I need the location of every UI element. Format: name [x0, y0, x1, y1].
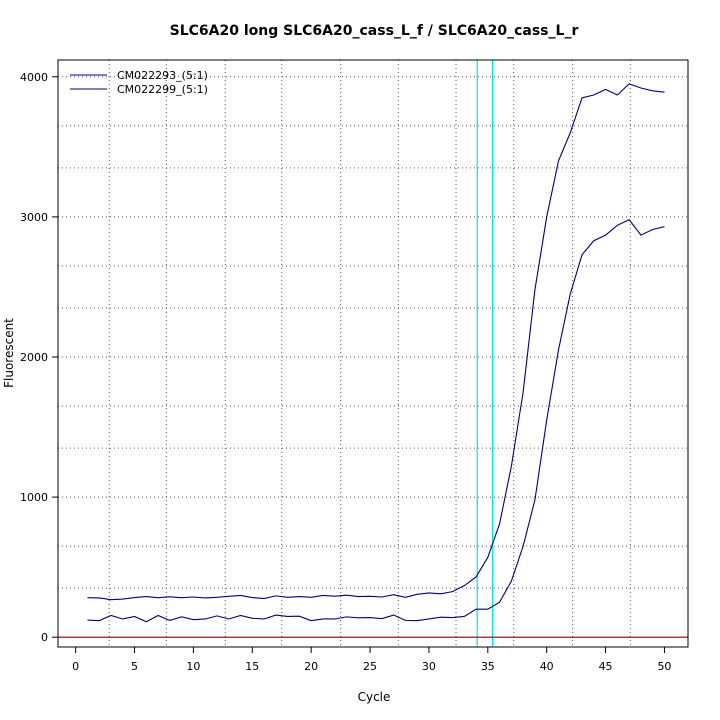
y-tick-label: 4000 [20, 71, 48, 84]
cycle-marker-layer [476, 60, 494, 647]
series-line-cm022299-5-1 [87, 219, 665, 623]
y-tick-label: 0 [41, 631, 48, 644]
grid-layer [58, 60, 688, 647]
plot-frame [57, 59, 689, 648]
y-tick-label: 3000 [20, 211, 48, 224]
series-layer [87, 83, 665, 623]
y-axis: 0 1000 2000 3000 4000 [20, 71, 58, 644]
y-tick-label: 2000 [20, 351, 48, 364]
x-tick-label: 40 [540, 660, 554, 673]
x-tick-label: 10 [186, 660, 200, 673]
legend: CM022293_(5:1)CM022299_(5:1) [70, 69, 208, 96]
x-tick-label: 30 [422, 660, 436, 673]
x-tick-label: 5 [131, 660, 138, 673]
x-axis-label: Cycle [358, 690, 391, 704]
y-tick-label: 1000 [20, 491, 48, 504]
x-axis: 0 5 10 15 20 25 30 35 40 45 50 [72, 647, 671, 673]
x-tick-label: 0 [72, 660, 79, 673]
x-tick-label: 35 [481, 660, 495, 673]
legend-entry-label: CM022293_(5:1) [117, 69, 208, 82]
x-tick-label: 15 [245, 660, 259, 673]
chart-title: SLC6A20 long SLC6A20_cass_L_f / SLC6A20_… [170, 23, 579, 39]
x-tick-label: 20 [304, 660, 318, 673]
series-line-cm022293-5-1 [87, 83, 665, 601]
legend-entry-label: CM022299_(5:1) [117, 83, 208, 96]
x-tick-label: 50 [657, 660, 671, 673]
y-axis-label: Fluorescent [2, 318, 16, 388]
x-tick-label: 25 [363, 660, 377, 673]
x-tick-label: 45 [599, 660, 613, 673]
